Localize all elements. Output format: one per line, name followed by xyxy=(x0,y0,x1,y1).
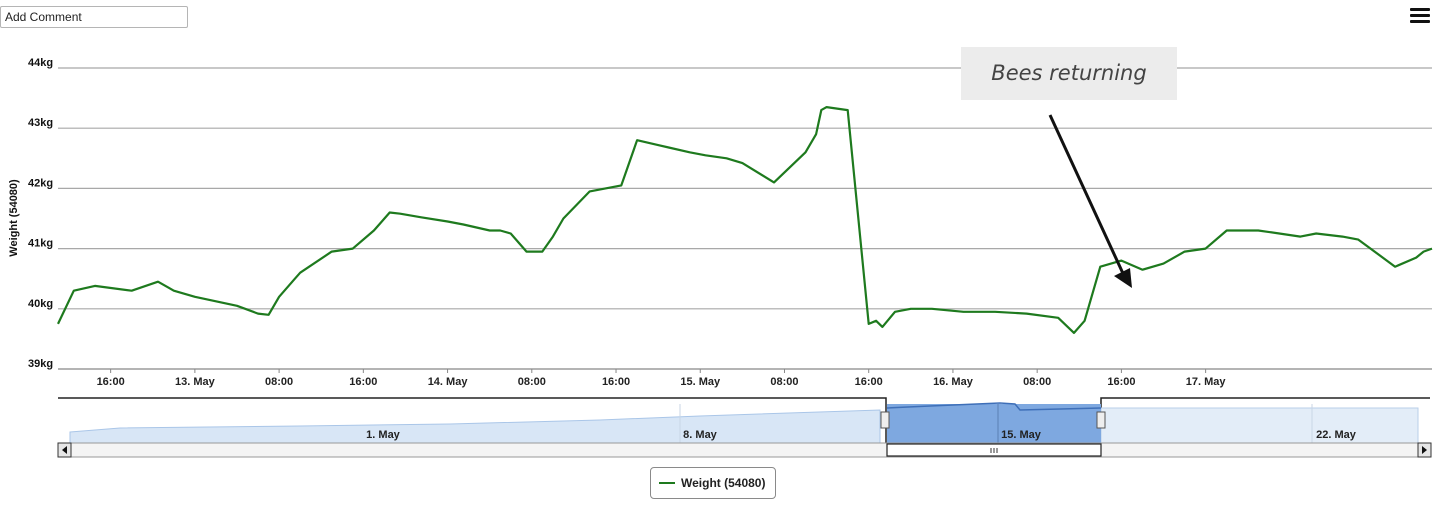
x-tick-label: 14. May xyxy=(428,376,469,388)
hamburger-menu-icon[interactable] xyxy=(1410,8,1430,26)
x-tick-label: 16:00 xyxy=(97,376,125,388)
navigator-label: 8. May xyxy=(683,429,718,441)
annotation-arrow xyxy=(1048,114,1128,281)
add-comment-input[interactable] xyxy=(0,6,188,28)
y-tick-label: 39kg xyxy=(28,358,53,370)
grid-layer xyxy=(58,67,1432,370)
navigator-selected-range[interactable] xyxy=(887,404,1101,443)
scrollbar-right-button[interactable] xyxy=(1417,442,1432,458)
annotation: Bees returning xyxy=(961,47,1177,288)
x-tick-label: 16:00 xyxy=(602,376,630,388)
y-tick-label: 40kg xyxy=(28,298,53,310)
y-axis-label: Weight (54080) xyxy=(8,179,20,257)
navigator-series-area xyxy=(69,409,881,444)
navigator-series-area-right xyxy=(1100,407,1419,444)
navigator-label: 1. May xyxy=(366,429,401,441)
x-tick-label: 17. May xyxy=(1186,376,1227,388)
x-tick-label: 08:00 xyxy=(1023,376,1051,388)
annotation-text: Bees returning xyxy=(991,61,1146,85)
navigator-selected-series xyxy=(886,402,1102,411)
x-tick-label: 08:00 xyxy=(518,376,546,388)
grip-icon xyxy=(990,448,998,453)
series-line-weight xyxy=(57,106,1433,334)
x-axis: 16:00 13. May 08:00 16:00 14. May 08:00 16:00 1… xyxy=(97,369,1227,388)
x-tick-label: 16. May xyxy=(933,376,974,388)
x-tick-label: 16:00 xyxy=(349,376,377,388)
navigator-label: 22. May xyxy=(1316,429,1357,441)
legend-label: Weight (54080) xyxy=(681,476,766,490)
legend-item-weight[interactable]: Weight (54080) xyxy=(650,467,776,499)
x-tick-label: 15. May xyxy=(680,376,721,388)
navigator-label: 15. May xyxy=(1001,429,1042,441)
legend-swatch xyxy=(659,482,675,484)
scrollbar-track[interactable] xyxy=(57,442,1432,458)
annotation-box xyxy=(961,47,1177,100)
x-tick-label: 08:00 xyxy=(265,376,293,388)
y-tick-label: 44kg xyxy=(28,57,53,69)
arrow-left-icon xyxy=(62,446,67,454)
navigator[interactable]: 1. May 8. May 15. May 22. May xyxy=(57,397,1432,458)
arrow-right-icon xyxy=(1422,446,1427,454)
x-tick-label: 08:00 xyxy=(770,376,798,388)
y-tick-label: 41kg xyxy=(28,238,53,250)
x-tick-label: 13. May xyxy=(175,376,216,388)
navigator-handle-right[interactable] xyxy=(1096,411,1106,429)
annotation-arrowhead xyxy=(1114,268,1132,288)
scrollbar-left-button[interactable] xyxy=(57,442,72,458)
x-tick-label: 16:00 xyxy=(855,376,883,388)
y-tick-label: 43kg xyxy=(28,117,53,129)
navigator-handle-left[interactable] xyxy=(880,411,890,429)
x-tick-label: 16:00 xyxy=(1107,376,1135,388)
y-axis: 39kg 40kg 41kg 42kg 43kg 44kg xyxy=(28,57,53,370)
y-tick-label: 42kg xyxy=(28,177,53,189)
